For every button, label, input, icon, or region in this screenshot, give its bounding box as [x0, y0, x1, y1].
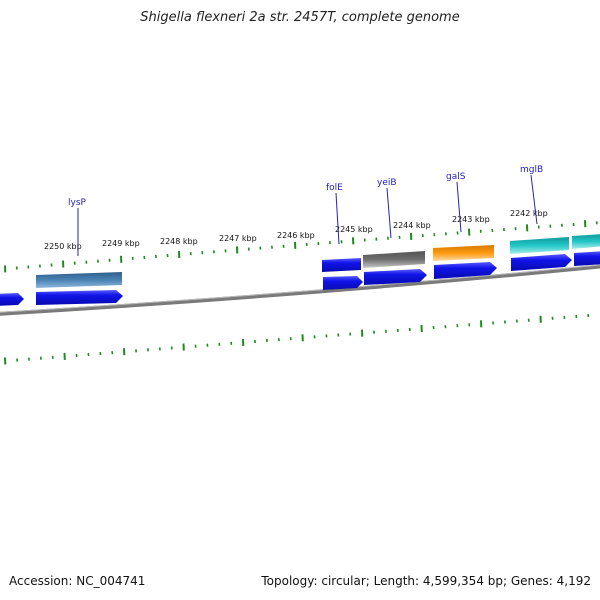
kbp-label: 2249 kbp [102, 239, 140, 248]
gene-leader-line [386, 187, 392, 239]
cds-arrow[interactable] [0, 293, 24, 306]
feature-bar-steel[interactable] [36, 272, 122, 288]
genome-summary: Topology: circular; Length: 4,599,354 bp… [261, 574, 591, 588]
lower-tick-track [4, 313, 590, 365]
feature-bar-gray[interactable] [363, 251, 425, 268]
gene-label-folE: folE [326, 183, 343, 193]
cds-arrow[interactable] [574, 251, 600, 266]
kbp-label: 2242 kbp [510, 209, 548, 218]
genome-backbone [0, 264, 600, 316]
cds-arrow[interactable] [511, 254, 572, 271]
kbp-label: 2248 kbp [160, 237, 198, 246]
gene-label-mglB: mglB [520, 165, 543, 175]
upper-tick-track [4, 220, 598, 273]
genome-backbone-highlight [0, 264, 600, 313]
cds-arrow[interactable] [364, 269, 427, 285]
gene-label-lysP: lysP [68, 198, 87, 208]
feature-bar-orange[interactable] [433, 245, 494, 261]
cds-arrow[interactable] [434, 262, 497, 279]
gene-leader-line [456, 181, 462, 233]
feature-bar-cyan[interactable] [572, 234, 600, 249]
gene-leader-line [530, 174, 538, 225]
kbp-label: 2245 kbp [335, 225, 373, 234]
map-title: Shigella flexneri 2a str. 2457T, complet… [140, 10, 460, 25]
kbp-label: 2247 kbp [219, 234, 257, 243]
kbp-label: 2243 kbp [452, 215, 490, 224]
feature-bar-blue[interactable] [322, 258, 361, 272]
gene-label-galS: galS [446, 172, 466, 182]
kbp-label: 2246 kbp [277, 231, 315, 240]
gene-label-yeiB: yeiB [377, 178, 397, 188]
gene-leader-line [335, 192, 340, 245]
feature-bar-cyan[interactable] [510, 237, 569, 254]
cds-arrow[interactable] [36, 290, 123, 305]
kbp-label: 2250 kbp [44, 242, 82, 251]
accession-label: Accession: NC_004741 [9, 574, 146, 588]
kbp-label: 2244 kbp [393, 221, 431, 230]
cds-arrow[interactable] [323, 276, 363, 290]
